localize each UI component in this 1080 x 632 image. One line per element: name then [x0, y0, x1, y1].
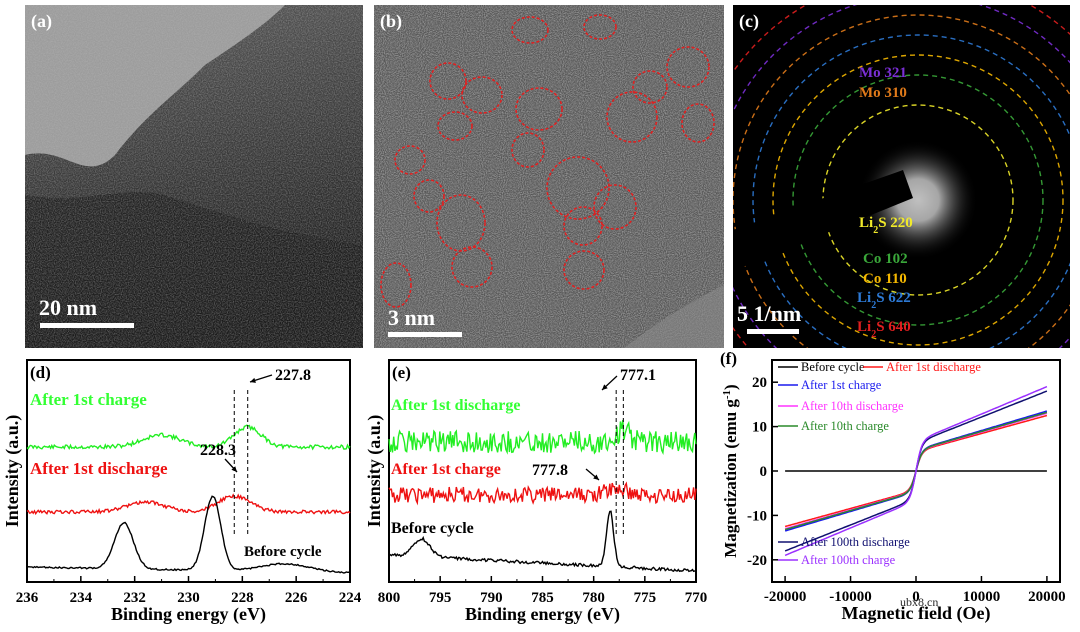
particle-circles: [380, 14, 715, 308]
y-axis-label: Magnetization (emu g-1): [721, 384, 740, 557]
y-axis-label: Intensity (a.u.): [364, 415, 385, 528]
y-tick-label: 0: [760, 464, 768, 480]
x-tick-label: 230: [177, 590, 200, 606]
y-tick-label: -20: [747, 553, 767, 569]
annotation-arrowhead: [602, 384, 608, 390]
annotation-arrowhead: [593, 474, 599, 480]
saed-ring: [752, 34, 1070, 348]
x-tick-label: -10000: [829, 589, 872, 605]
x-tick-label: 236: [16, 590, 39, 606]
spectrum-line: [26, 424, 351, 451]
saed-ring: [772, 54, 1064, 346]
saed-ring-label: Co 110: [863, 271, 907, 287]
x-tick-label: 780: [582, 590, 605, 606]
x-tick-label: 20000: [1028, 589, 1066, 605]
saed-ring: [792, 74, 1044, 326]
series-label: After 1st charge: [30, 390, 147, 409]
saed-ring-label: Co 102: [863, 251, 908, 267]
chart-e: 800 795 790 785 780 775 770 Binding energy (eV)…: [364, 359, 708, 625]
x-tick-label: 775: [634, 590, 657, 606]
chart-d: 236 234 232 230 228 226 224 Binding energy (eV)…: [2, 359, 362, 625]
series-label: Before cycle: [244, 544, 322, 560]
legend-label: After 100th discharge: [801, 535, 910, 549]
saed-image: (c) Mo 321 Mo 310 Li2S 220 Co 102 Co 110 Li2S…: [733, 5, 1070, 348]
peak-annotation: 228.3: [200, 442, 236, 459]
legend-label: After 1st charge: [801, 378, 882, 392]
x-tick-label: 224: [339, 590, 362, 606]
chart-f: -20000 -10000 0 10000 20000 -20 -10 0 10 20 Magnet…: [720, 352, 1066, 624]
x-tick-label: 228: [231, 590, 254, 606]
scale-label-c: 5 1/nm: [737, 301, 801, 326]
panel-c-letter: (c): [739, 11, 759, 32]
scale-bar-c: [747, 329, 799, 334]
tem-image-a: (a) 20 nm: [25, 5, 363, 348]
spectrum-line: [26, 493, 351, 516]
series-label: Before cycle: [391, 520, 474, 537]
legend-label: After 100th charge: [801, 553, 896, 567]
panel-a-tem-image: (a) 20 nm: [25, 5, 363, 348]
panel-c-saed-pattern: (c) Mo 321 Mo 310 Li2S 220 Co 102 Co 110 Li2S…: [733, 5, 1070, 348]
x-tick-label: 785: [531, 590, 554, 606]
y-tick-label: 20: [752, 375, 767, 391]
x-axis-label: Binding energy (eV): [111, 604, 266, 625]
series-label: After 1st charge: [391, 461, 501, 478]
annotation-arrowhead: [231, 466, 237, 472]
legend-label: After 1st discharge: [886, 360, 981, 374]
hrtem-image-b: (b) 3 nm: [374, 5, 724, 348]
panel-d-xps-chart: 236 234 232 230 228 226 224 Binding energy (eV)…: [0, 352, 362, 632]
scale-label-a: 20 nm: [39, 295, 97, 320]
panel-a-letter: (a): [31, 11, 52, 32]
saed-ring-label: Mo 310: [859, 85, 907, 101]
x-axis-label: Magnetic field (Oe): [842, 603, 991, 624]
panel-e-xps-chart: 800 795 790 785 780 775 770 Binding energy (eV)…: [362, 352, 718, 632]
y-axis-label: Intensity (a.u.): [2, 415, 23, 528]
scale-bar-b: [388, 332, 462, 337]
x-tick-label: 226: [285, 590, 308, 606]
x-axis-label: Binding energy (eV): [465, 604, 620, 625]
series-label: After 1st discharge: [30, 459, 168, 478]
magnetization-curve: [784, 385, 1048, 557]
x-tick-label: 800: [378, 590, 401, 606]
saed-ring-label: Li2S 640: [857, 319, 911, 340]
x-tick-label: 770: [685, 590, 708, 606]
beam-stopper: [733, 170, 913, 271]
peak-annotation: 227.8: [275, 367, 311, 384]
x-tick-label: 795: [429, 590, 452, 606]
x-tick-label: 790: [480, 590, 503, 606]
series-label: After 1st discharge: [391, 397, 520, 414]
spectrum-line: [388, 481, 697, 506]
panel-b-letter: (b): [380, 11, 402, 32]
panel-b-hrtem-image: (b) 3 nm: [374, 5, 724, 348]
legend-label: After 10th charge: [801, 419, 889, 433]
x-tick-label: 234: [70, 590, 93, 606]
saed-ring-label: Mo 321: [859, 65, 907, 81]
x-tick-label: -20000: [764, 589, 807, 605]
panel-letter: (d): [30, 363, 51, 382]
y-tick-label: 10: [752, 420, 767, 436]
saed-ring-label: Li2S 622: [857, 290, 911, 311]
saed-ring-label: Li2S 220: [859, 215, 913, 236]
panel-letter: (e): [392, 363, 411, 382]
x-tick-label: 232: [123, 590, 146, 606]
scale-bar-a: [40, 323, 134, 328]
peak-annotation: 777.1: [620, 367, 656, 384]
spectrum-line: [388, 419, 697, 455]
spectrum-line: [26, 495, 351, 574]
panel-letter: (f): [720, 352, 737, 368]
panel-f-magnetization-chart: -20000 -10000 0 10000 20000 -20 -10 0 10 20 Magnet…: [718, 352, 1080, 632]
legend-label: After 10th discharge: [801, 399, 904, 413]
annotation-arrowhead: [250, 377, 256, 383]
y-tick-label: -10: [747, 508, 767, 524]
x-tick-label: 10000: [963, 589, 1001, 605]
watermark: ubx8.cn: [900, 595, 938, 609]
legend-label: Before cycle: [801, 360, 865, 374]
peak-annotation: 777.8: [532, 462, 568, 479]
scale-label-b: 3 nm: [388, 305, 435, 330]
spectrum-line: [388, 510, 697, 573]
x-tick-label: 0: [912, 589, 920, 605]
